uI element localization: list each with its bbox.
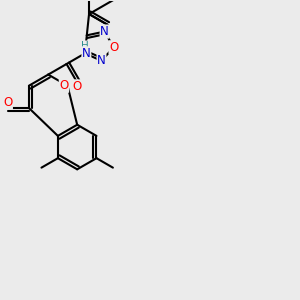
Text: O: O	[72, 80, 81, 93]
Text: N: N	[97, 54, 106, 67]
Text: N: N	[100, 25, 109, 38]
Text: O: O	[59, 79, 69, 92]
Text: H: H	[81, 41, 89, 51]
Text: N: N	[82, 47, 91, 60]
Text: O: O	[3, 96, 12, 109]
Text: O: O	[109, 41, 118, 54]
